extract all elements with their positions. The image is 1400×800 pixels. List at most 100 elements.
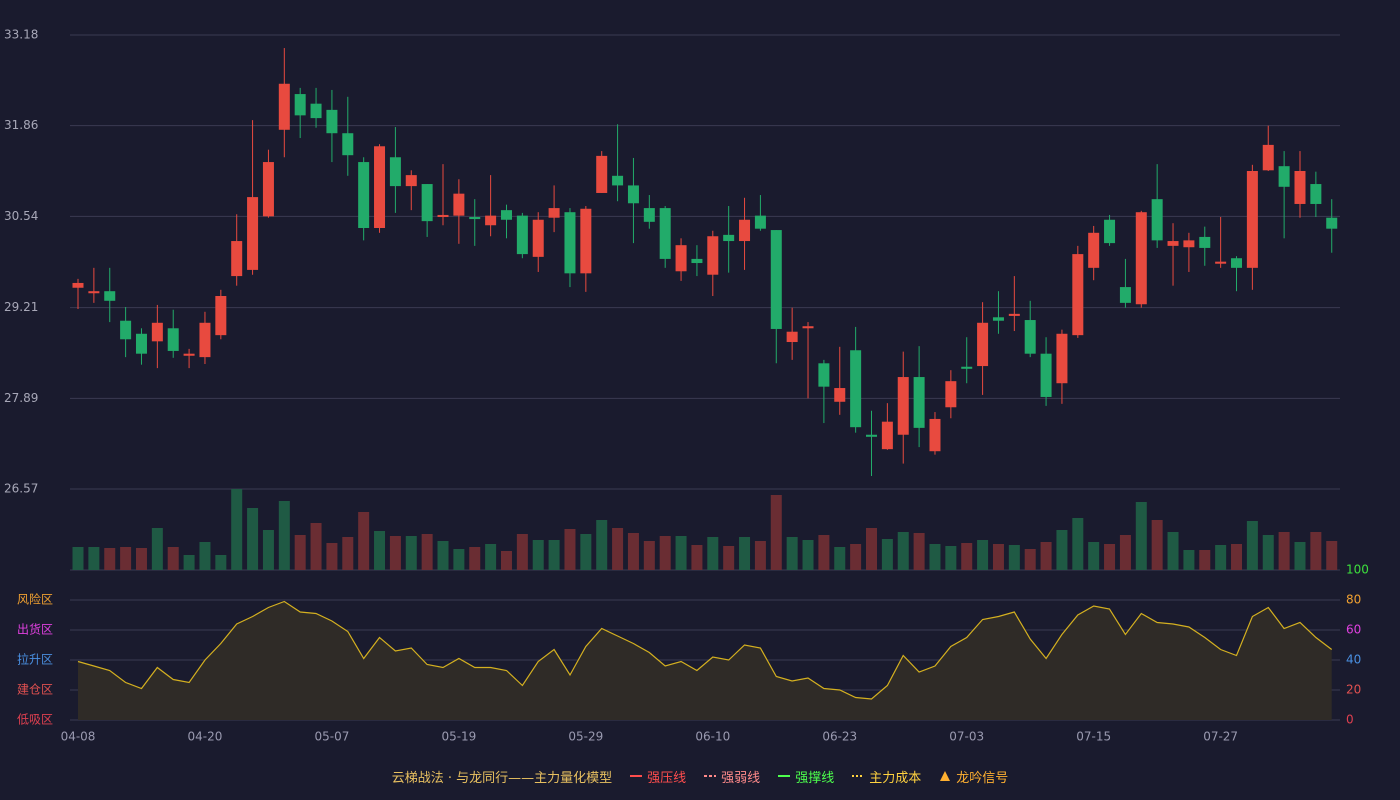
candle-body <box>1326 217 1338 229</box>
legend-label: 强压线 <box>647 770 687 786</box>
y-tick-label: 30.54 <box>4 209 38 223</box>
y-tick-label: 26.57 <box>4 482 38 496</box>
volume-bar <box>643 541 655 570</box>
zone-label: 低吸区 <box>17 713 53 727</box>
volume-bar <box>691 545 703 570</box>
candle-body <box>1040 353 1052 397</box>
volume-bar <box>1135 502 1147 570</box>
volume-bar <box>294 535 306 570</box>
x-tick-label: 06-23 <box>822 730 857 744</box>
volume-bar <box>564 529 576 570</box>
volume-bar <box>1008 545 1020 570</box>
volume-bar <box>231 489 243 570</box>
candle-body <box>1024 320 1036 354</box>
legend-label: 龙吟信号 <box>956 770 1009 786</box>
candle-body <box>374 146 386 229</box>
volume-bar <box>786 537 798 570</box>
candle-body <box>643 208 655 222</box>
volume-bar <box>1326 541 1338 570</box>
candle-body <box>151 322 163 342</box>
candle-body <box>1215 261 1227 264</box>
volume-bar <box>500 551 512 570</box>
x-tick-label: 07-03 <box>949 730 984 744</box>
candle-body <box>786 331 798 343</box>
volume-bar <box>485 544 497 570</box>
indicator-area <box>78 601 1332 720</box>
candle-body <box>167 328 179 351</box>
volume-bar <box>929 544 941 570</box>
volume-bar <box>1278 532 1290 570</box>
y2-tick-label: 20 <box>1346 683 1361 697</box>
volume-bar <box>421 534 433 570</box>
volume-bar <box>596 520 608 570</box>
candle-body <box>135 333 147 354</box>
volume-bar <box>1183 550 1195 570</box>
candle-body <box>183 353 195 356</box>
x-tick-label: 05-29 <box>568 730 603 744</box>
volume-bar <box>707 537 719 570</box>
volume-bar <box>183 555 195 570</box>
candle-body <box>1135 212 1147 305</box>
volume-bar <box>516 534 528 570</box>
x-tick-label: 04-08 <box>61 730 96 744</box>
volume-bar <box>675 536 687 570</box>
volume-bar <box>326 543 338 570</box>
candle-body <box>120 320 132 340</box>
volume-bar <box>1215 545 1227 570</box>
candle-body <box>881 421 893 450</box>
volume-bar <box>612 528 624 570</box>
volume-bar <box>247 508 259 570</box>
y2-tick-label: 80 <box>1346 593 1361 607</box>
candle-body <box>1088 232 1100 268</box>
candle-body <box>294 94 306 116</box>
volume-bar <box>1056 530 1068 570</box>
legend-item: 主力成本 <box>852 767 921 786</box>
y2-tick-label: 0 <box>1346 713 1354 727</box>
legend-marker <box>940 771 951 781</box>
volume-bar <box>723 546 735 570</box>
candle-body <box>754 215 766 229</box>
candle-body <box>802 326 814 329</box>
candle-body <box>961 366 973 369</box>
volume-bar <box>992 544 1004 570</box>
candle-body <box>834 388 846 402</box>
candle-body <box>199 322 211 358</box>
legend: 云梯战法 · 与龙同行——主力量化模型 强压线 强弱线 强撑线 主力成本 龙吟信号 <box>0 764 1400 788</box>
volume-bar <box>1262 535 1274 570</box>
candle-body <box>437 214 449 218</box>
volume-bar <box>389 536 401 570</box>
volume-bar <box>453 549 465 570</box>
volume-bar <box>1040 542 1052 570</box>
candle-body <box>992 317 1004 321</box>
candle-body <box>977 322 989 367</box>
candle-body <box>453 193 465 216</box>
volume-bar <box>88 547 100 570</box>
candle-body <box>262 162 274 217</box>
chart: 26.57 27.89 29.21 30.54 31.86 33.18 100 80 风险区 60… <box>4 28 1369 744</box>
candle-body <box>1294 170 1306 204</box>
volume-bar <box>310 523 322 570</box>
x-tick-label: 04-20 <box>188 730 223 744</box>
candle-body <box>326 109 338 134</box>
volume-bar <box>818 535 830 570</box>
candle-body <box>691 258 703 264</box>
legend-icon <box>852 775 865 777</box>
candle-body <box>500 210 512 220</box>
candle-body <box>104 291 116 301</box>
candle-body <box>818 363 830 387</box>
volume-bar <box>437 541 449 570</box>
volume-bar <box>754 541 766 570</box>
candle-body <box>929 418 941 452</box>
legend-icon <box>704 775 717 777</box>
candle-body <box>469 217 481 220</box>
candle-body <box>1072 254 1084 336</box>
x-tick-label: 05-19 <box>441 730 476 744</box>
legend-item: 强压线 <box>630 767 686 786</box>
volume-bar <box>659 536 671 570</box>
volume-bar <box>469 547 481 570</box>
volume-bar <box>1072 518 1084 570</box>
candle-body <box>1231 258 1243 268</box>
candle-body <box>770 230 782 329</box>
candle-body <box>485 215 497 226</box>
